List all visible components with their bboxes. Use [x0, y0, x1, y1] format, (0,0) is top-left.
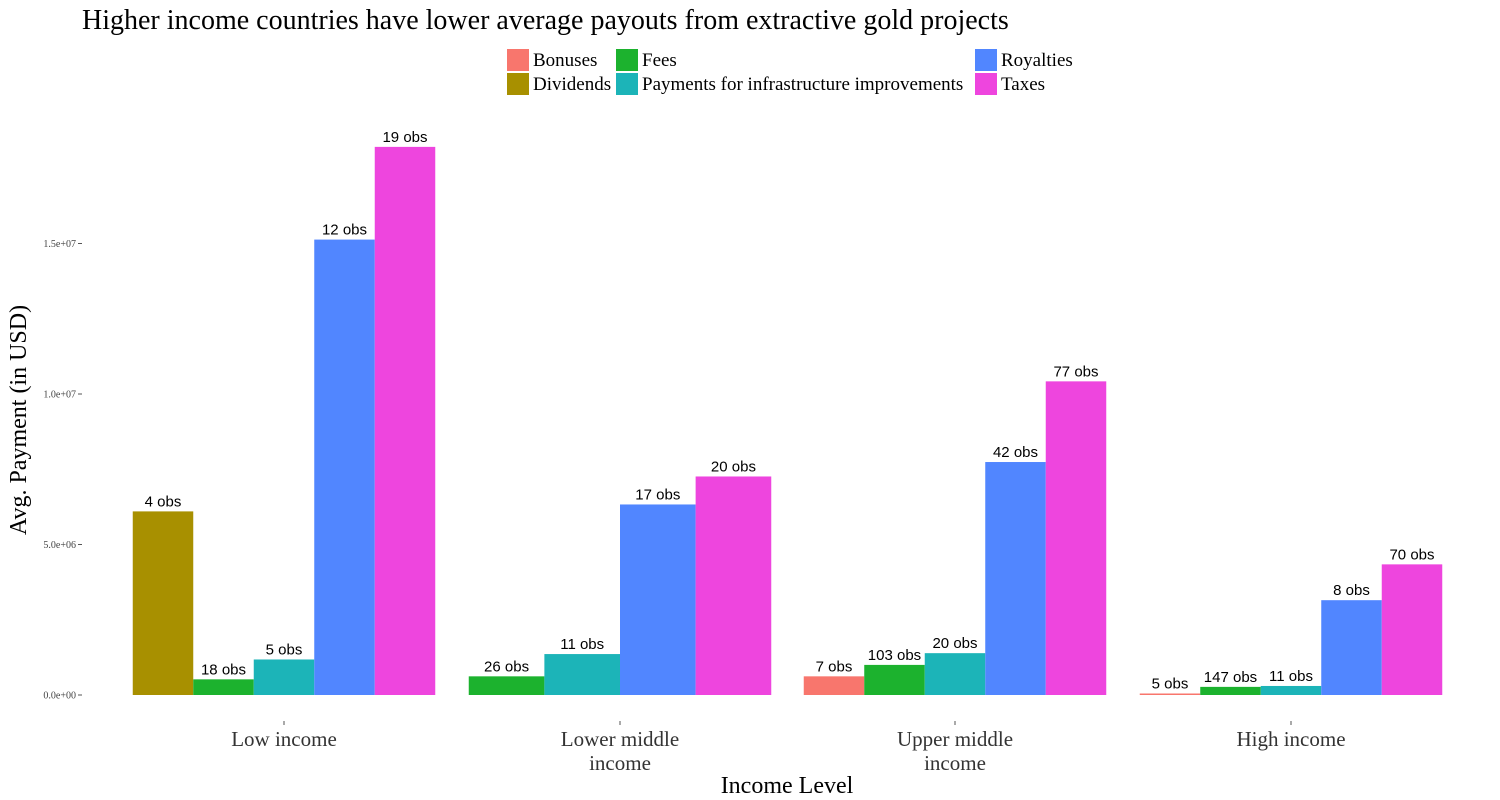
- bar-lower-middle-income-fees: [468, 676, 545, 695]
- bar-label: 20 obs: [711, 458, 756, 475]
- legend-label-royalties: Royalties: [1001, 50, 1073, 71]
- x-tick-label: Lower middle income: [561, 727, 679, 775]
- bar-label: 103 obs: [868, 647, 921, 664]
- legend-label-fees: Fees: [642, 50, 677, 71]
- bar-upper-middle-income-fees: [864, 664, 925, 695]
- bar-label: 11 obs: [1269, 668, 1313, 685]
- bar-upper-middle-income-taxes: [1045, 381, 1107, 695]
- bar-upper-middle-income-bonuses: [803, 676, 865, 695]
- x-axis: Low income Lower middle income Upper middle…: [231, 721, 1346, 775]
- x-axis-label: Income Level: [721, 773, 854, 799]
- bar-low-income-royalties: [314, 239, 375, 695]
- y-axis: 0.0e+00 5.0e+06 1.0e+07 1.5e+07: [43, 239, 82, 702]
- bar-label: 12 obs: [322, 222, 367, 239]
- bar-high-income-bonuses: [1139, 693, 1201, 695]
- legend-key-taxes: [975, 73, 997, 95]
- bar-upper-middle-income-royalties: [985, 462, 1046, 695]
- bar-lower-middle-income-taxes: [695, 476, 772, 695]
- legend-key-dividends: [507, 73, 529, 95]
- x-tick-label: Low income: [231, 727, 337, 751]
- bar-label: 147 obs: [1204, 669, 1257, 686]
- bar-high-income-taxes: [1381, 564, 1443, 695]
- legend-label-taxes: Taxes: [1001, 74, 1045, 95]
- bar-upper-middle-income-payments-for-infrastructure-improvements: [924, 653, 986, 695]
- x-tick-label: Upper middle income: [897, 727, 1013, 775]
- bar-label: 11 obs: [560, 636, 604, 653]
- legend: Bonuses Dividends Fees Payments for infrast…: [507, 49, 1073, 95]
- legend-label-bonuses: Bonuses: [533, 50, 597, 71]
- bar-label: 77 obs: [1053, 363, 1098, 380]
- bar-lower-middle-income-payments-for-infrastructure-improvements: [544, 654, 620, 695]
- bar-label: 42 obs: [993, 444, 1038, 461]
- bar-label: 19 obs: [382, 129, 427, 146]
- bar-high-income-royalties: [1321, 600, 1382, 695]
- bar-high-income-fees: [1200, 686, 1261, 695]
- bar-label: 4 obs: [145, 493, 182, 510]
- legend-key-fees: [616, 49, 638, 71]
- bar-low-income-fees: [193, 679, 254, 695]
- bar-label: 8 obs: [1333, 582, 1370, 599]
- y-tick-label: 1.5e+07: [43, 239, 76, 250]
- legend-key-royalties: [975, 49, 997, 71]
- legend-key-bonuses: [507, 49, 529, 71]
- bar-labels-layer: 4 obs 18 obs 5 obs 12 obs 19 obs 26 obs 11 obs…: [145, 129, 1435, 693]
- bar-low-income-payments-for-infrastructure-improvements: [253, 659, 315, 695]
- chart-title: Higher income countries have lower avera…: [82, 5, 1009, 36]
- bar-label: 70 obs: [1389, 546, 1434, 563]
- bar-high-income-payments-for-infrastructure-improvements: [1260, 685, 1322, 695]
- y-axis-label: Avg. Payment (in USD): [6, 305, 32, 535]
- bar-label: 26 obs: [484, 658, 529, 675]
- y-tick-label: 1.0e+07: [43, 390, 76, 401]
- bar-label: 20 obs: [932, 635, 977, 652]
- legend-key-payments-for-infrastructure-improvements: [616, 73, 638, 95]
- bar-label: 5 obs: [266, 641, 303, 658]
- bar-low-income-dividends: [132, 511, 194, 695]
- bar-low-income-taxes: [374, 146, 436, 695]
- x-tick-label: High income: [1236, 727, 1345, 751]
- y-tick-label: 0.0e+00: [43, 691, 76, 702]
- legend-label-payments-for-infrastructure-improvements: Payments for infrastructure improvements: [642, 74, 963, 95]
- y-tick-label: 5.0e+06: [43, 540, 76, 551]
- bar-label: 18 obs: [201, 661, 246, 678]
- bar-label: 7 obs: [816, 658, 853, 675]
- bars-layer: [132, 146, 1443, 695]
- bar-lower-middle-income-royalties: [620, 504, 696, 695]
- legend-label-dividends: Dividends: [533, 74, 611, 95]
- bar-label: 5 obs: [1152, 675, 1189, 692]
- bar-label: 17 obs: [635, 486, 680, 503]
